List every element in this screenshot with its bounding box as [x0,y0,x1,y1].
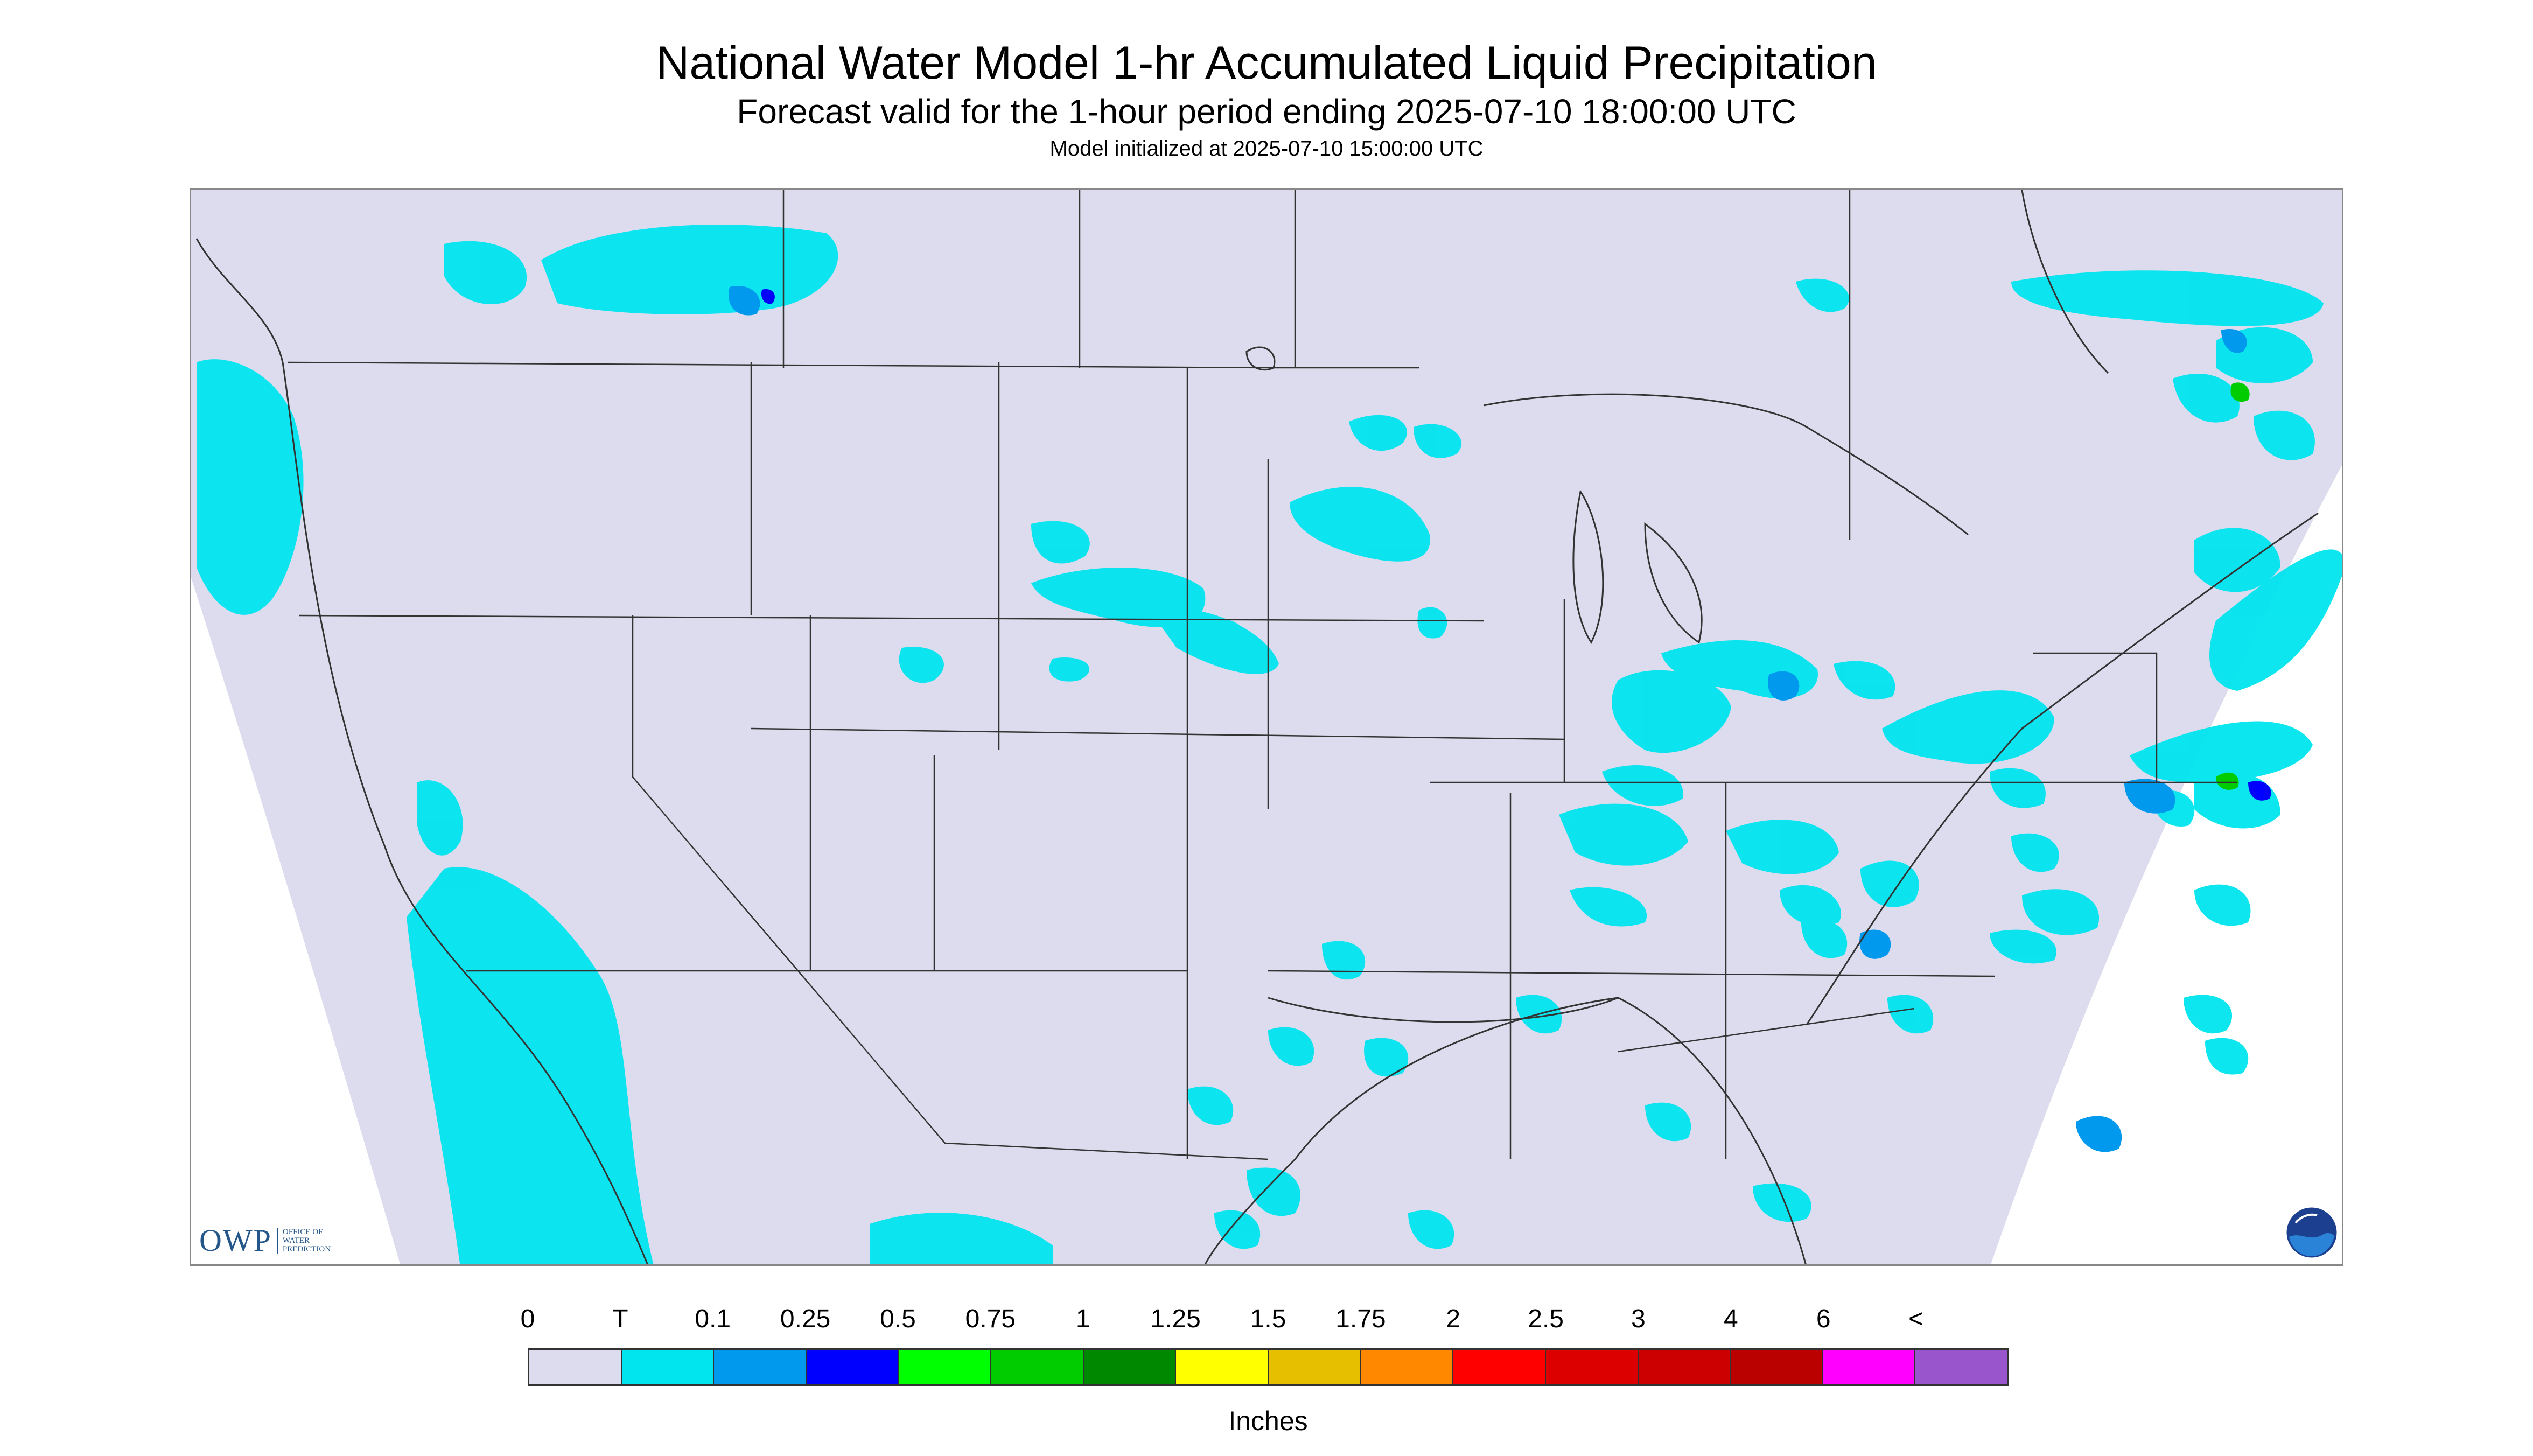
legend-swatch [1823,1350,1916,1384]
state-boundaries [288,190,2237,1160]
legend-swatch [1731,1350,1823,1384]
legend-swatch [1453,1350,1546,1384]
legend-swatch [1176,1350,1269,1384]
legend-swatch [1915,1350,2007,1384]
legend-tick-label: 0.5 [880,1305,916,1333]
legend-swatch [621,1350,715,1384]
legend-tick-label: 0.75 [965,1305,1016,1333]
legend-swatch [1083,1350,1177,1384]
legend-tick-label: 4 [1724,1305,1738,1333]
legend-swatch [1545,1350,1639,1384]
legend-units-label: Inches [1228,1406,1308,1436]
precipitation-map [190,188,2343,1266]
legend-tick-label: 1.75 [1335,1305,1386,1333]
legend-tick-label: 6 [1816,1305,1831,1333]
legend-tick-label: 0.25 [780,1305,831,1333]
legend-tick-label: 1.5 [1250,1305,1286,1333]
legend-tick-label: 0.1 [695,1305,731,1333]
model-init-caption: Model initialized at 2025-07-10 15:00:00… [1049,137,1484,160]
legend-swatch [899,1350,992,1384]
owp-logo: OWP OFFICE OF WATER PREDICTION [199,1222,342,1258]
map-title: National Water Model 1-hr Accumulated Li… [656,37,1877,89]
owp-text: OFFICE OF WATER PREDICTION [277,1227,342,1254]
legend-tick-label: 1.25 [1150,1305,1201,1333]
precip-heavy-areas [761,289,2271,801]
legend-tick-label: 1 [1075,1305,1090,1333]
noaa-emblem-icon [2285,1206,2339,1259]
legend-tick-label: 3 [1631,1305,1646,1333]
legend-swatch [1269,1350,1361,1384]
precip-moderate-areas [729,286,2247,1152]
legend-tick-label: < [1908,1305,1924,1333]
legend-tick-label: T [612,1305,628,1333]
model-domain-area [191,190,2342,1264]
legend-tick-label: 2 [1446,1305,1461,1333]
precip-light-areas [197,225,2342,1264]
legend-swatch [529,1350,622,1384]
map-canvas [191,190,2342,1264]
legend-color-bar [528,1348,2009,1386]
precipitation-legend: 0 T 0.1 0.25 0.5 0.75 1 1.25 1.5 1.75 2 2.5 3 4 6 < Inc… [521,1304,2009,1436]
legend-swatch [991,1350,1084,1384]
coastline [195,190,2319,1264]
legend-swatch [1361,1350,1454,1384]
legend-swatch [1638,1350,1731,1384]
legend-tick-label: 0 [520,1305,535,1333]
owp-mark: OWP [199,1223,272,1258]
forecast-valid-subtitle: Forecast valid for the 1-hour period end… [737,92,1796,131]
legend-swatch [714,1350,807,1384]
legend-tick-label: 2.5 [1528,1305,1564,1333]
legend-swatch [806,1350,899,1384]
